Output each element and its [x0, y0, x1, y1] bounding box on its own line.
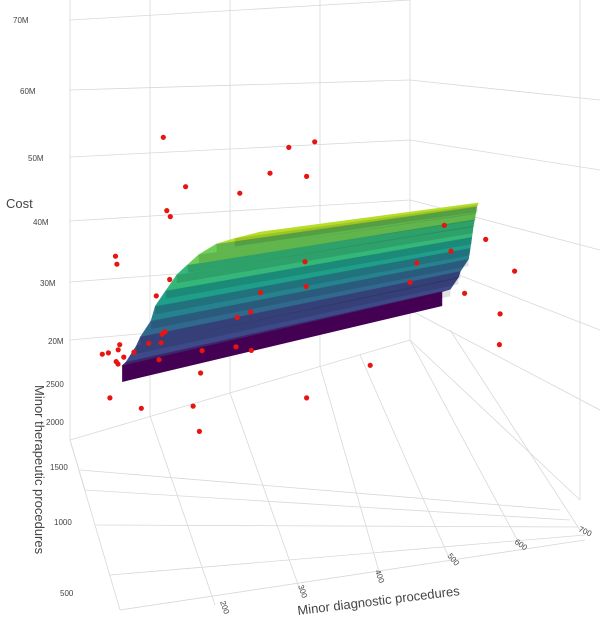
surface-step	[216, 206, 477, 252]
scatter-points	[99, 134, 518, 434]
data-point[interactable]	[146, 340, 152, 346]
data-point[interactable]	[115, 347, 121, 353]
x-tick-label: 300	[296, 584, 309, 600]
data-point[interactable]	[302, 259, 308, 265]
data-point[interactable]	[511, 268, 518, 274]
data-point[interactable]	[114, 261, 120, 267]
y-tick-label: 2500	[46, 380, 64, 389]
data-point[interactable]	[248, 347, 254, 353]
data-point[interactable]	[483, 236, 489, 242]
data-point[interactable]	[99, 351, 105, 357]
surface-step	[140, 271, 461, 345]
surface-step	[136, 277, 459, 355]
y-axis-title: Minor therapeutic procedures	[32, 385, 47, 555]
data-point[interactable]	[496, 342, 502, 348]
x-tick-label: 200	[218, 600, 231, 616]
surface-step	[187, 219, 475, 273]
data-point[interactable]	[441, 222, 447, 228]
data-point[interactable]	[121, 354, 127, 360]
surface-step	[176, 225, 474, 284]
data-point[interactable]	[286, 144, 292, 150]
data-point[interactable]	[107, 395, 113, 401]
data-point[interactable]	[497, 311, 503, 317]
data-point[interactable]	[267, 170, 273, 176]
data-point[interactable]	[234, 314, 240, 320]
data-point[interactable]	[160, 134, 166, 140]
data-point[interactable]	[156, 357, 162, 363]
y-tick-label: 2000	[46, 418, 64, 427]
x-tick-label: 500	[445, 552, 461, 568]
data-point[interactable]	[407, 279, 413, 285]
data-point[interactable]	[198, 370, 204, 376]
scene-grid	[69, 0, 600, 611]
data-point[interactable]	[367, 362, 373, 368]
y-tick-label: 500	[60, 589, 74, 598]
data-point[interactable]	[257, 289, 264, 296]
surface-step	[155, 247, 471, 315]
z-axis-title: Cost	[6, 196, 33, 211]
data-point[interactable]	[196, 428, 202, 434]
data-point[interactable]	[233, 344, 239, 350]
data-point[interactable]	[448, 248, 454, 254]
data-point[interactable]	[190, 403, 196, 409]
data-point[interactable]	[131, 349, 137, 355]
data-point[interactable]	[164, 208, 170, 214]
z-tick-label: 30M	[40, 279, 56, 288]
x-tick-label: 700	[577, 525, 593, 539]
data-point[interactable]	[237, 190, 243, 196]
data-point[interactable]	[158, 340, 164, 346]
z-tick-label: 40M	[33, 218, 49, 227]
data-point[interactable]	[117, 342, 123, 348]
data-point[interactable]	[153, 293, 159, 299]
data-point[interactable]	[112, 253, 119, 259]
data-point[interactable]	[312, 139, 318, 145]
data-point[interactable]	[159, 331, 165, 337]
surface-step	[151, 258, 469, 329]
z-axis: 20M 30M 40M 50M 60M 70M Cost	[6, 16, 64, 346]
y-tick-label: 1500	[50, 463, 68, 472]
data-point[interactable]	[248, 309, 254, 315]
z-tick-label: 60M	[20, 87, 36, 96]
z-tick-label: 70M	[13, 16, 29, 25]
data-point[interactable]	[462, 290, 468, 296]
data-point[interactable]	[183, 184, 189, 190]
data-point[interactable]	[113, 359, 119, 365]
surface-step	[234, 204, 478, 247]
surface-band	[234, 202, 479, 239]
data-point[interactable]	[304, 173, 310, 179]
z-tick-label: 50M	[28, 154, 44, 163]
data-point[interactable]	[167, 214, 173, 220]
y-axis: 500 1000 1500 2000 2500 Minor therapeuti…	[32, 380, 74, 598]
surface-step	[198, 212, 476, 263]
data-point[interactable]	[303, 283, 309, 290]
y-tick-label: 1000	[54, 518, 72, 527]
x-axis-title: Minor diagnostic procedures	[297, 583, 461, 618]
surface	[121, 202, 479, 382]
x-tick-label: 400	[373, 569, 386, 585]
data-point[interactable]	[414, 260, 420, 266]
z-tick-label: 20M	[48, 337, 64, 346]
surface-base	[122, 291, 443, 382]
data-point[interactable]	[105, 350, 111, 356]
data-point[interactable]	[304, 395, 310, 401]
data-point[interactable]	[138, 405, 144, 411]
surface-step	[165, 236, 472, 299]
data-point[interactable]	[167, 276, 173, 283]
data-point[interactable]	[199, 348, 205, 354]
